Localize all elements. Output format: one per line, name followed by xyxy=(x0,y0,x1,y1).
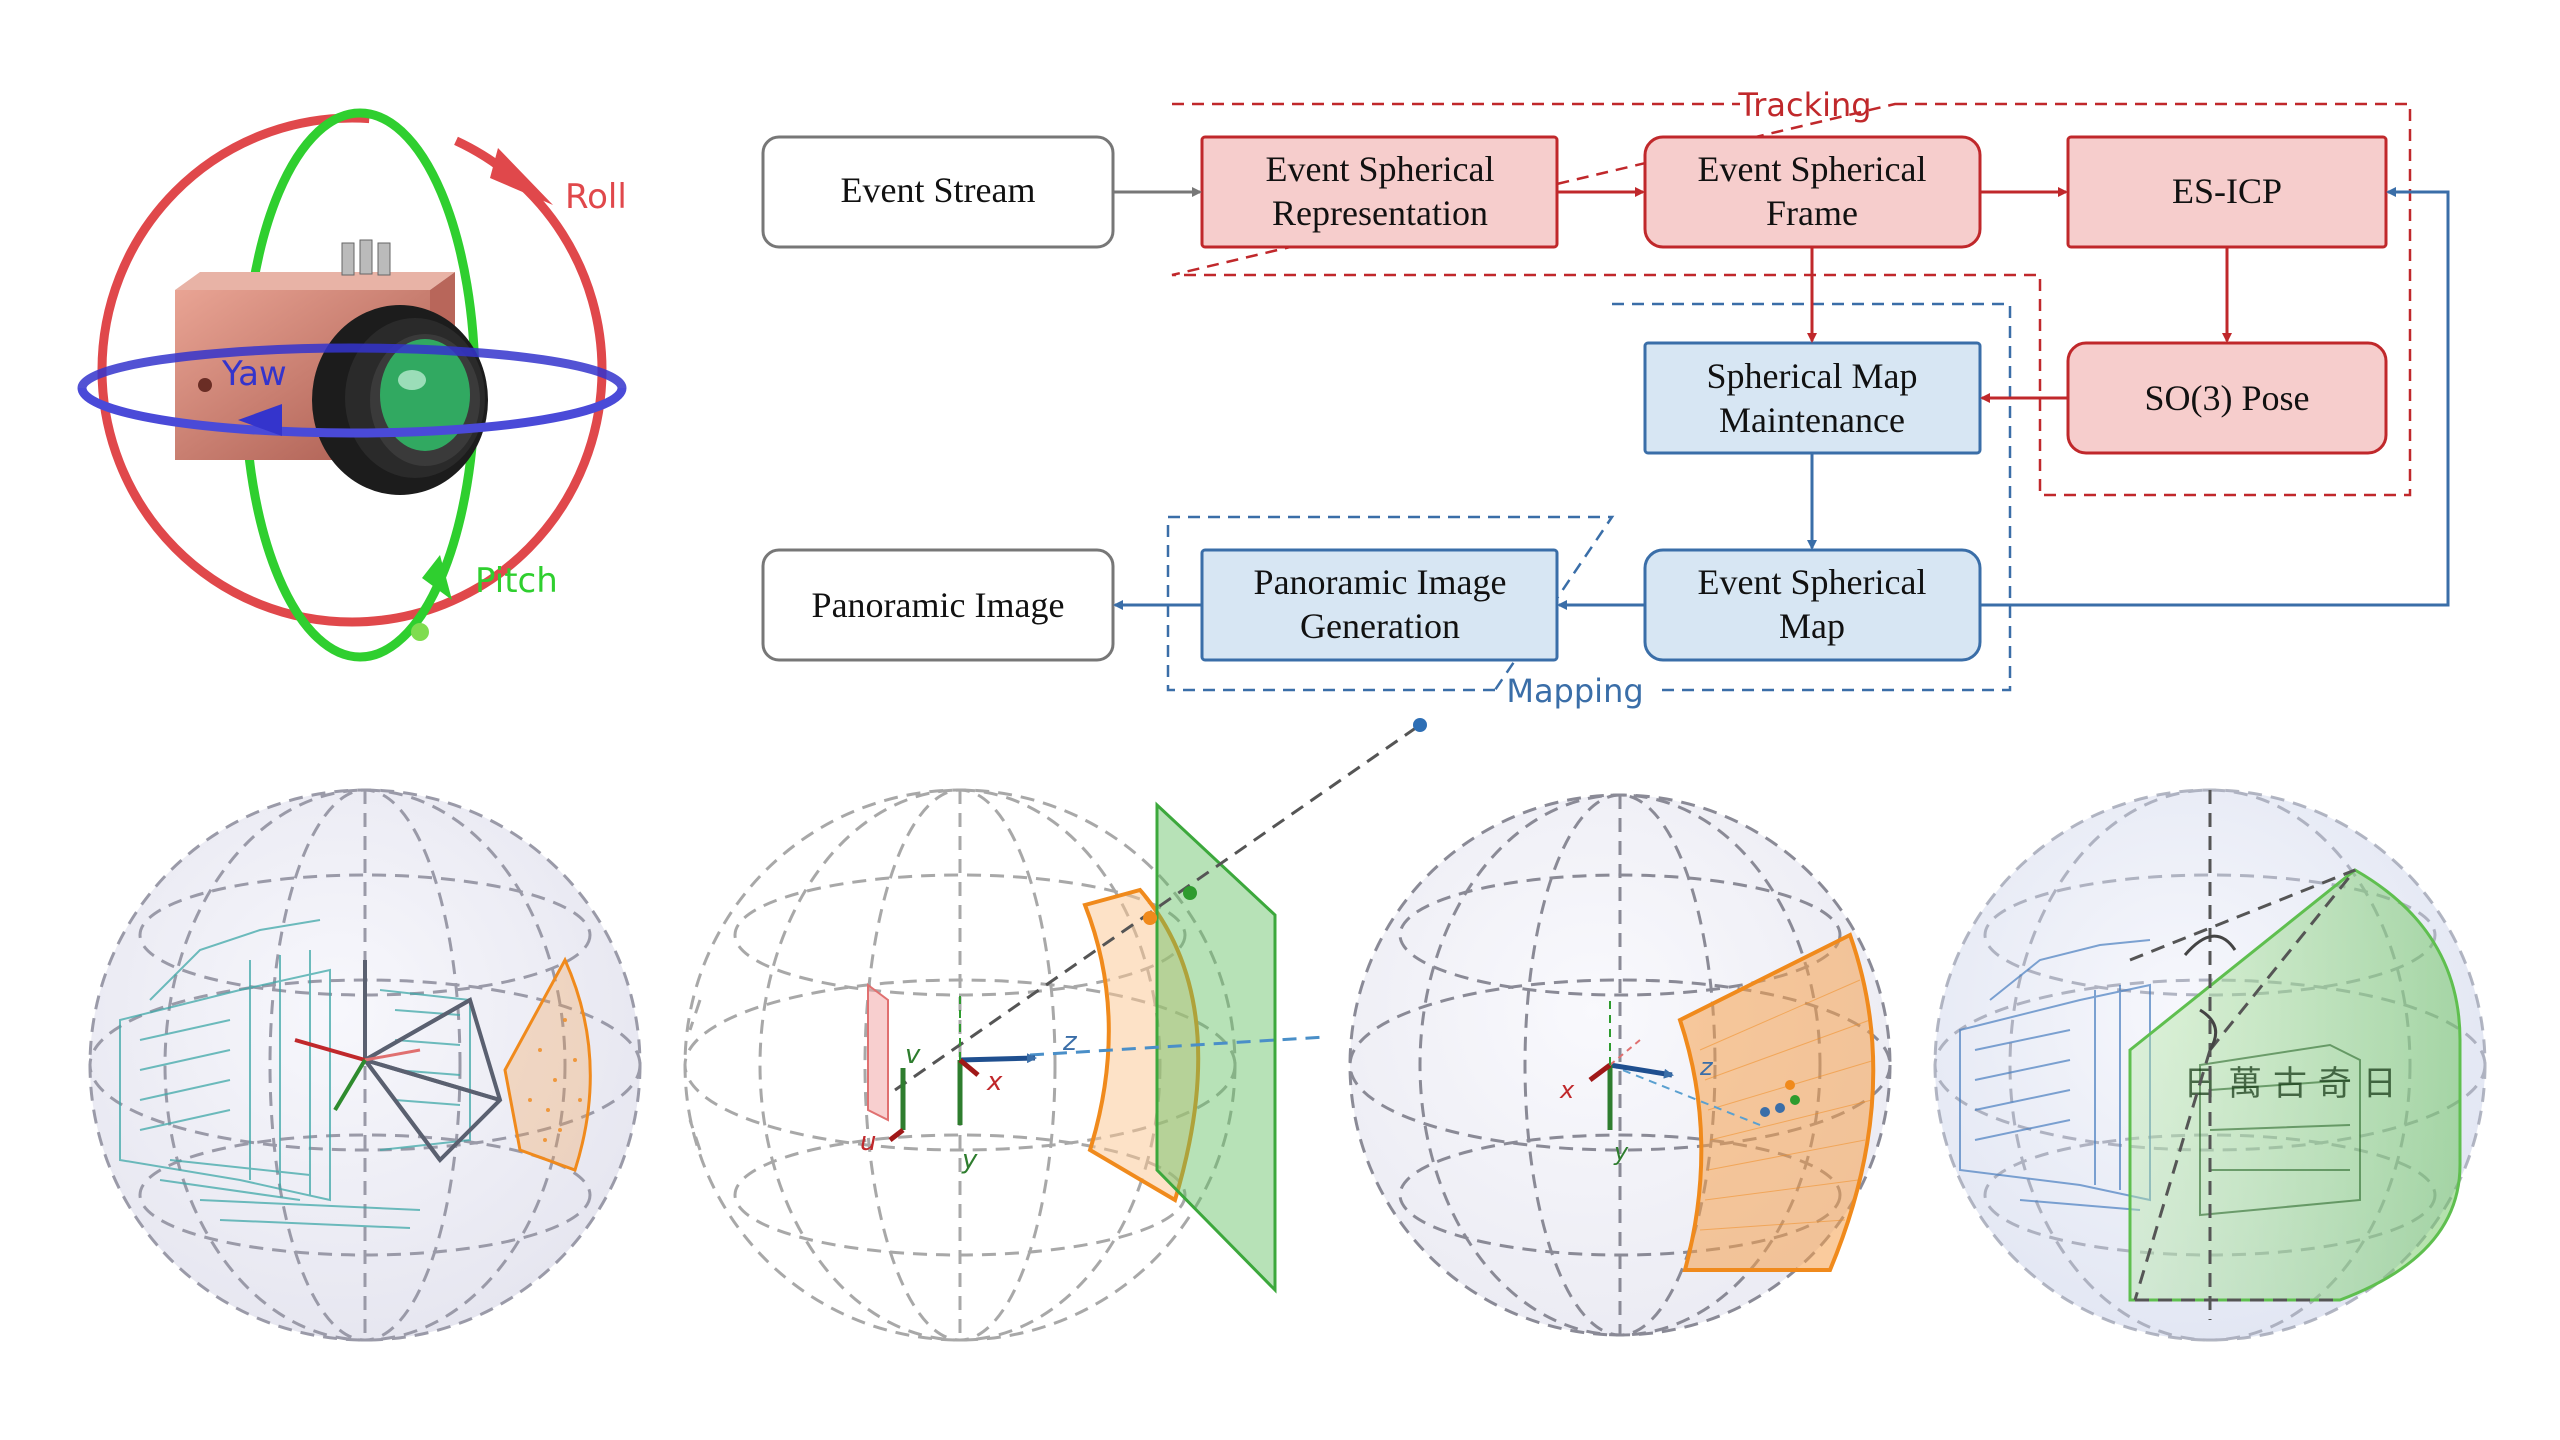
image-plane xyxy=(867,983,889,1122)
pitch-arrowhead xyxy=(422,555,452,600)
axis-z-label-2: z xyxy=(1062,1027,1078,1057)
pig-text-line1: Panoramic Image xyxy=(1254,562,1507,602)
esf-text-line2: Frame xyxy=(1766,193,1858,233)
map-orange-patch xyxy=(1677,932,1876,1272)
esr-text-line1: Event Spherical xyxy=(1266,149,1495,189)
event-stream-text: Event Stream xyxy=(841,170,1036,210)
yaw-ring-back xyxy=(77,343,627,389)
roll-arrowhead xyxy=(490,148,553,205)
sphere-event-representation xyxy=(88,788,642,1342)
orange-event-patch xyxy=(503,956,592,1172)
axis-z-label-3: z xyxy=(1699,1053,1714,1081)
rotation-illustration: Roll Yaw Pitch xyxy=(77,108,627,662)
yaw-arrowhead xyxy=(238,404,282,436)
pig-text-line2: Generation xyxy=(1300,606,1460,646)
esr-text-line2: Representation xyxy=(1272,193,1488,233)
so3-text: SO(3) Pose xyxy=(2144,378,2309,418)
yaw-ring-front xyxy=(77,387,627,438)
smm-text-line2: Maintenance xyxy=(1719,400,1905,440)
axis-y-label-2: y xyxy=(961,1145,978,1175)
roll-label: Roll xyxy=(565,177,627,217)
sphere-projection: x y z v u xyxy=(683,718,1427,1342)
axis-y-label-3: y xyxy=(1613,1138,1629,1166)
panoramic-image-text: Panoramic Image xyxy=(812,585,1065,625)
tracking-group-border xyxy=(1171,102,2412,497)
esicp-text: ES-ICP xyxy=(2172,171,2282,211)
smm-text-line1: Spherical Map xyxy=(1707,356,1918,396)
panorama-cylinder xyxy=(2128,868,2462,1302)
pipeline-flowchart: Tracking Mapping Event Stream Event Sphe… xyxy=(761,86,2450,710)
axis-x-label-2: x xyxy=(986,1067,1003,1097)
yaw-label: Yaw xyxy=(221,354,287,394)
pitch-label: Pitch xyxy=(475,561,558,601)
esm-text-line2: Map xyxy=(1779,606,1845,646)
axis-u-label: u xyxy=(860,1127,876,1157)
arrow-esm-to-esicp-feedback xyxy=(1980,187,2450,607)
mapping-label: Mapping xyxy=(1506,672,1643,710)
mapping-group-border xyxy=(1166,302,2012,692)
esf-text-line1: Event Spherical xyxy=(1698,149,1927,189)
panorama-ground-text: 日 萬 古 奇 日 xyxy=(2183,1064,2396,1104)
axis-x-label-3: x xyxy=(1559,1076,1575,1104)
sphere-map: x y z xyxy=(1348,793,1892,1337)
esm-text-line1: Event Spherical xyxy=(1698,562,1927,602)
sphere-panorama: 日 萬 古 奇 日 xyxy=(1933,788,2487,1342)
tracking-label: Tracking xyxy=(1737,86,1871,124)
axis-v-label: v xyxy=(905,1040,921,1070)
